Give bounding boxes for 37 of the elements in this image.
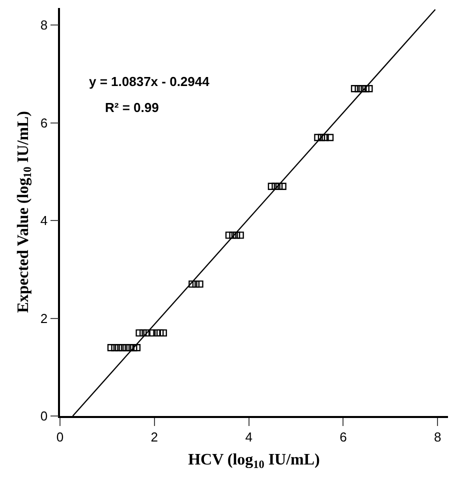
point (160, 329, 167, 337)
point (133, 344, 141, 352)
point (107, 344, 115, 352)
point (232, 232, 240, 239)
annotation: R² = 0.99 (105, 100, 159, 115)
point (196, 280, 204, 288)
point (229, 232, 236, 239)
x-tick-label: 0 (56, 429, 64, 444)
point (268, 182, 276, 190)
point (318, 134, 326, 142)
point (122, 344, 130, 352)
point (366, 85, 373, 92)
point (225, 232, 233, 239)
y-tick-label: 2 (40, 310, 48, 326)
point (275, 182, 283, 190)
point (314, 134, 322, 142)
y-tick-label: 0 (40, 408, 48, 424)
y-tick-label: 4 (40, 213, 48, 228)
point (236, 232, 244, 239)
point (279, 182, 286, 190)
point (322, 134, 329, 142)
x-axis-title: HCV (log$_{10}$ IU/mL) (188, 452, 320, 471)
point (136, 329, 143, 337)
y-tick-label: 8 (40, 18, 48, 33)
x-tick-label: 2 (150, 429, 158, 444)
point (148, 329, 156, 337)
point (350, 85, 358, 92)
x-tick-label: 4 (245, 429, 252, 444)
y-tick-label: 6 (40, 115, 48, 130)
annotation: y = 1.0837x - 0.2944 (89, 74, 210, 89)
point (139, 329, 147, 337)
point (326, 134, 334, 142)
x-tick-label: 6 (340, 429, 347, 444)
x-tick-label: 8 (434, 429, 442, 444)
point (188, 280, 196, 288)
point (192, 280, 200, 288)
point (114, 344, 122, 352)
